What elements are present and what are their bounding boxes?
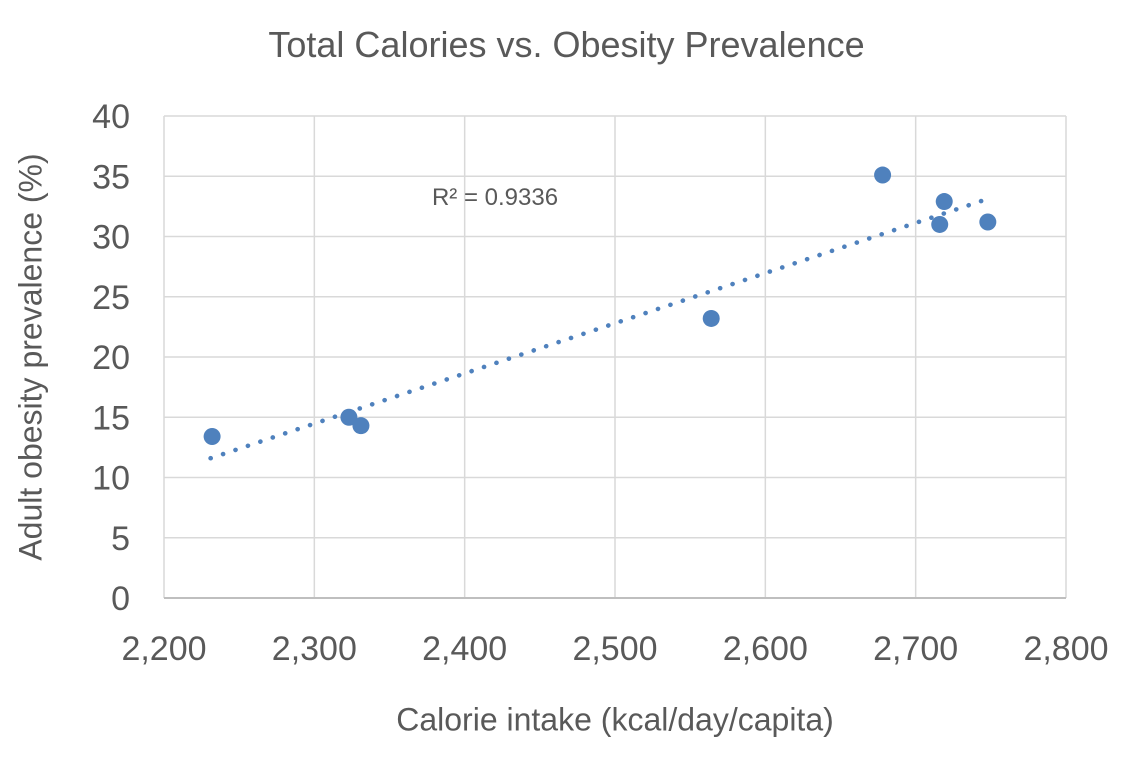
data-point (931, 215, 949, 233)
y-tick-label: 20 (92, 339, 130, 377)
x-tick-label: 2,600 (723, 630, 808, 668)
y-tick-label: 10 (92, 460, 130, 498)
data-point (340, 408, 358, 426)
x-tick-label: 2,300 (272, 630, 357, 668)
data-point (874, 166, 892, 184)
y-tick-label: 5 (111, 520, 130, 558)
x-tick-label: 2,400 (422, 630, 507, 668)
x-tick-label: 2,800 (1023, 630, 1108, 668)
trendline (208, 198, 986, 461)
y-tick-label: 30 (92, 219, 130, 257)
data-point (352, 417, 370, 435)
x-tick-label: 2,500 (572, 630, 657, 668)
data-point (935, 193, 953, 211)
y-tick-label: 25 (92, 279, 130, 317)
x-axis-title: Calorie intake (kcal/day/capita) (396, 701, 834, 738)
y-tick-label: 15 (92, 399, 130, 437)
data-point (979, 213, 997, 231)
y-tick-label: 0 (111, 580, 130, 618)
data-point (702, 309, 720, 327)
x-tick-label: 2,700 (873, 630, 958, 668)
y-tick-label: 35 (92, 158, 130, 196)
chart-title: Total Calories vs. Obesity Prevalence (268, 24, 865, 65)
data-point (203, 428, 221, 446)
y-tick-label: 40 (92, 98, 130, 136)
r-squared-label: R² = 0.9336 (431, 184, 559, 211)
x-tick-label: 2,200 (121, 630, 206, 668)
